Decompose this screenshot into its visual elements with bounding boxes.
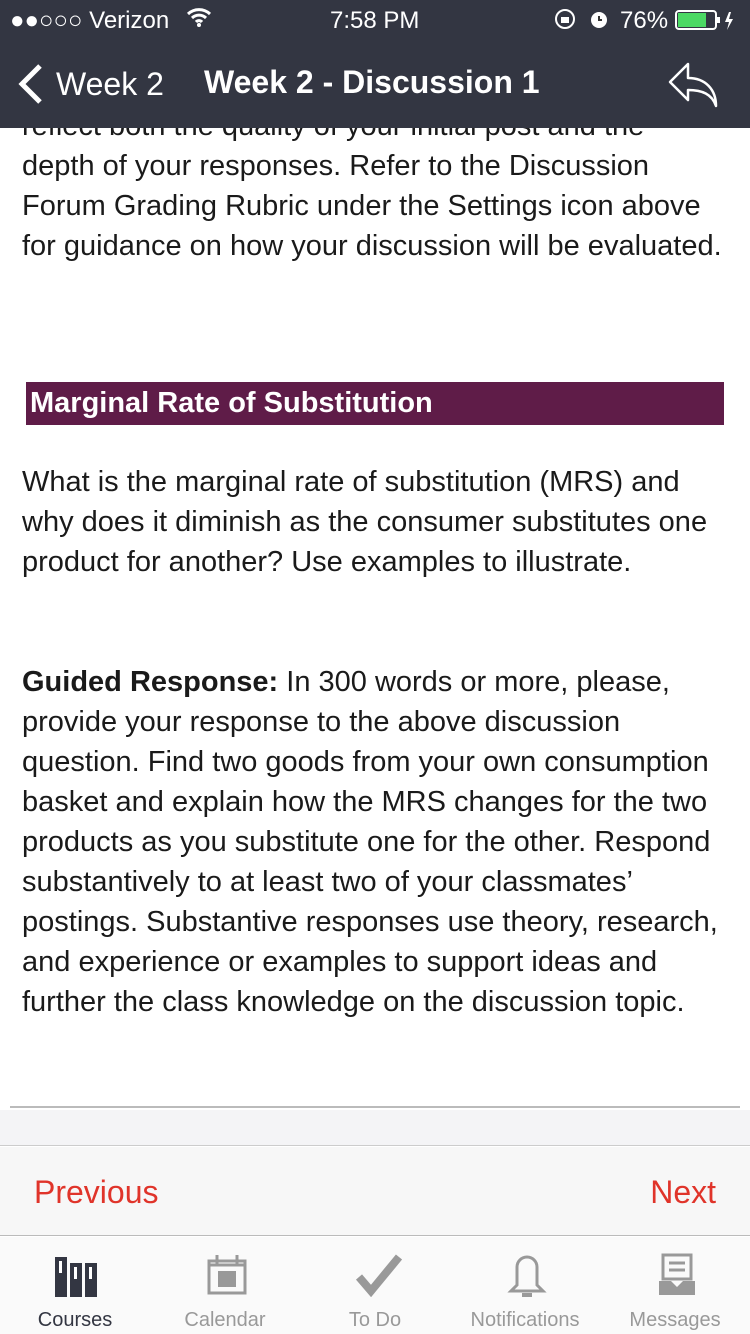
page-title: Week 2 - Discussion 1 [204, 64, 540, 100]
bell-icon [507, 1255, 547, 1297]
divider [0, 1110, 750, 1146]
reply-icon [668, 62, 718, 108]
tab-label: Courses [37, 1309, 113, 1331]
battery-percent: 76% [620, 7, 669, 34]
checkmark-icon [355, 1254, 403, 1297]
tab-notifications[interactable]: Notifications [450, 1237, 600, 1334]
tab-bar: Courses Calendar To Do Notifications Mes… [0, 1237, 750, 1334]
chevron-left-icon [18, 64, 42, 104]
section-title: Marginal Rate of Substitution [26, 382, 724, 425]
tab-todo[interactable]: To Do [300, 1237, 450, 1334]
tab-label: Messages [629, 1309, 721, 1331]
guided-response: Guided Response: In 300 words or more, p… [22, 662, 732, 1022]
tab-calendar[interactable]: Calendar [150, 1237, 300, 1334]
question-text: What is the marginal rate of substitutio… [22, 466, 708, 578]
pager: Previous Next [0, 1147, 750, 1236]
calendar-icon [207, 1255, 247, 1295]
alarm-icon [588, 8, 610, 37]
tab-label: Notifications [470, 1309, 580, 1331]
carrier: ●●○○○ Verizon [10, 7, 170, 34]
next-button[interactable]: Next [650, 1174, 716, 1210]
nav-bar: Week 2 Week 2 - Discussion 1 [0, 40, 750, 128]
guided-label: Guided Response: [22, 666, 279, 698]
back-label: Week 2 [56, 65, 164, 102]
back-button[interactable]: Week 2 [16, 62, 164, 106]
tab-label: Calendar [184, 1309, 266, 1331]
discussion-content: reflect both the quality of your initial… [10, 0, 740, 1108]
reply-button[interactable] [666, 60, 720, 113]
courses-icon [55, 1257, 97, 1297]
tab-label: To Do [348, 1309, 402, 1331]
rotation-lock-icon [554, 8, 576, 37]
intro-text: depth of your responses. Refer to the Di… [22, 150, 722, 262]
tab-messages[interactable]: Messages [600, 1237, 750, 1334]
guided-text: In 300 words or more, please, provide yo… [22, 666, 718, 1018]
previous-button[interactable]: Previous [34, 1174, 159, 1210]
clock: 7:58 PM [330, 7, 420, 34]
status-bar: ●●○○○ Verizon 7:58 PM 76% [0, 0, 750, 40]
wifi-icon [186, 4, 212, 37]
tab-courses[interactable]: Courses [0, 1237, 150, 1334]
battery-icon [675, 10, 735, 39]
inbox-icon [659, 1253, 695, 1295]
